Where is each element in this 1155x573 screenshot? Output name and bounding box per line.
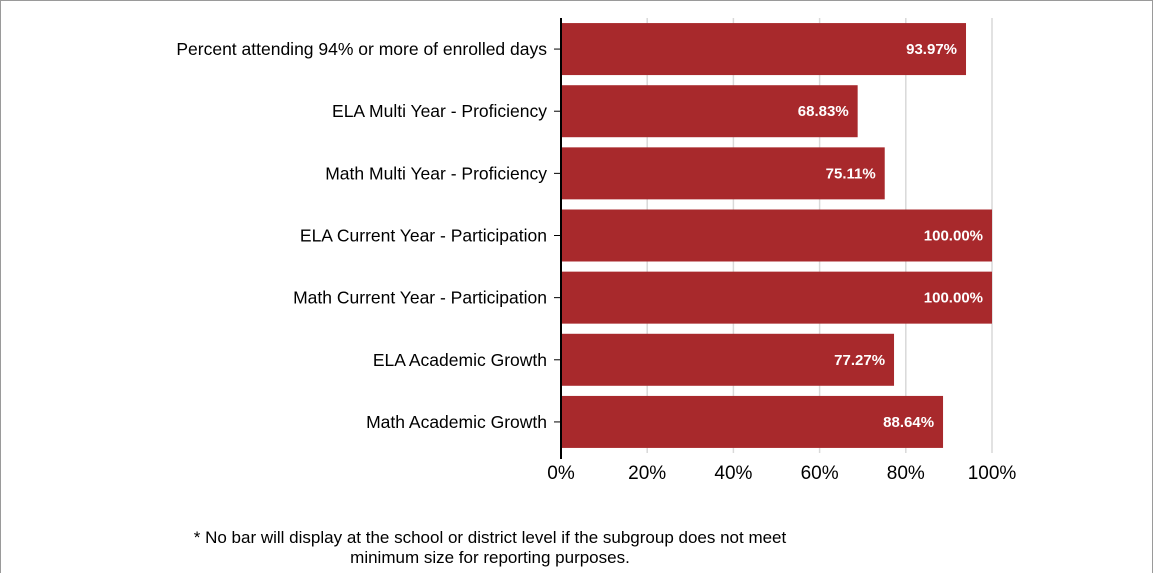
value-label: 100.00% [924,290,983,307]
bar [561,23,967,76]
x-tick-label: 80% [887,463,925,484]
x-tick-label: 40% [714,463,752,484]
x-tick-label: 60% [801,463,839,484]
x-tick-label: 20% [628,463,666,484]
bar [561,395,944,448]
category-label: Math Multi Year - Proficiency [325,163,547,183]
value-label: 88.64% [883,414,934,431]
bar-chart: 93.97% Percent attending 94% or more of e… [176,18,1016,484]
x-tick-label: 0% [547,463,575,484]
footnote-line-1: * No bar will display at the school or d… [193,528,787,547]
axes [554,18,562,459]
footnote: * No bar will display at the school or d… [60,528,920,568]
value-label: 75.11% [826,165,876,182]
x-tick-label: 100% [968,463,1017,484]
category-label: Percent attending 94% or more of enrolle… [176,39,547,59]
category-label: ELA Academic Growth [373,350,547,370]
bar [561,209,992,262]
bar [561,85,858,138]
category-label: Math Current Year - Participation [293,288,547,308]
value-label: 93.97% [906,41,957,58]
bar [561,271,992,324]
bar [561,147,885,200]
bar [561,333,895,386]
category-label: ELA Multi Year - Proficiency [332,101,547,121]
footnote-line-2: minimum size for reporting purposes. [350,548,630,567]
bars [561,23,992,448]
value-label: 77.27% [834,352,885,369]
category-label: ELA Current Year - Participation [300,226,547,246]
category-label: Math Academic Growth [366,412,547,432]
value-label: 68.83% [798,103,849,120]
value-label: 100.00% [924,228,983,245]
labels: 93.97% Percent attending 94% or more of e… [176,39,1016,484]
